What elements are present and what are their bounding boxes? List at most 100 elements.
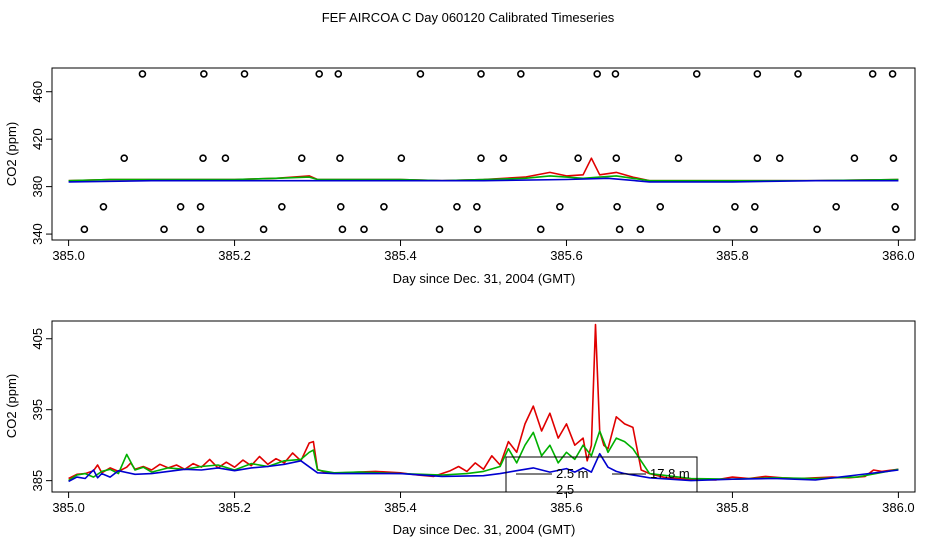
top-series-17-8-m	[68, 177, 899, 183]
bottom-y-tick-label: 405	[30, 328, 45, 350]
top-marker	[199, 154, 207, 162]
top-marker	[731, 202, 739, 211]
top-marker	[813, 225, 821, 234]
top-y-tick-label: 460	[30, 81, 45, 103]
top-marker	[221, 154, 230, 162]
top-marker	[99, 202, 108, 211]
top-marker	[176, 202, 185, 211]
top-marker	[889, 154, 898, 162]
top-marker	[200, 70, 208, 78]
top-marker	[891, 202, 899, 211]
top-marker	[338, 225, 347, 234]
top-series-group	[68, 157, 899, 183]
top-marker	[259, 225, 268, 234]
legend-label-2-5m: 2.5 m	[556, 466, 589, 481]
top-marker	[397, 154, 406, 162]
bottom-x-tick-label: 385.2	[218, 500, 251, 515]
top-marker	[517, 70, 525, 78]
top-marker	[712, 225, 721, 234]
bottom-x-axis-label: Day since Dec. 31, 2004 (GMT)	[393, 522, 576, 537]
top-marker	[138, 70, 147, 78]
top-marker-group	[80, 70, 900, 234]
top-marker	[892, 225, 900, 234]
top-marker	[611, 70, 620, 78]
top-x-tick-label: 386.0	[882, 248, 915, 263]
top-y-axis-label: CO2 (ppm)	[4, 122, 19, 186]
top-marker	[888, 70, 897, 78]
top-marker	[613, 202, 621, 211]
legend: 2.5 m 17.8 m 2.5	[505, 456, 698, 497]
top-plot-frame	[51, 67, 916, 241]
legend-extra-text: 2.5	[556, 482, 574, 497]
top-marker	[656, 202, 665, 211]
bottom-series-2-5-m	[68, 323, 899, 481]
bottom-x-tick-label: 385.8	[716, 500, 749, 515]
top-series-middle	[68, 175, 899, 182]
top-marker	[850, 154, 859, 162]
top-marker	[536, 225, 545, 234]
top-marker	[753, 70, 762, 78]
top-marker	[297, 154, 306, 162]
top-marker	[751, 202, 759, 211]
top-x-tick-label: 385.0	[52, 248, 85, 263]
top-marker	[80, 225, 89, 234]
top-marker	[477, 154, 485, 162]
bottom-panel: 385.0 385.2 385.4 385.6 385.8 386.0385395405 …	[4, 320, 916, 537]
top-marker	[692, 70, 701, 78]
top-marker	[278, 202, 286, 211]
top-marker	[612, 154, 621, 162]
top-y-tick-label: 340	[30, 223, 45, 245]
bottom-x-tick-label: 385.6	[550, 500, 583, 515]
top-y-tick-label: 380	[30, 176, 45, 198]
figure-title: FEF AIRCOA C Day 060120 Calibrated Times…	[321, 10, 615, 25]
bottom-y-tick-label: 395	[30, 399, 45, 421]
top-marker	[473, 225, 482, 234]
bottom-axes: 385.0 385.2 385.4 385.6 385.8 386.0 385 395 405	[30, 328, 915, 515]
top-marker	[473, 202, 481, 211]
bottom-y-axis-label: CO2 (ppm)	[4, 374, 19, 438]
top-marker	[574, 154, 582, 162]
top-marker	[120, 154, 128, 162]
bottom-x-tick-label: 386.0	[882, 500, 915, 515]
top-marker	[775, 154, 784, 162]
top-marker	[556, 202, 564, 211]
top-marker	[315, 70, 323, 78]
top-marker	[416, 70, 425, 78]
top-marker	[499, 154, 508, 162]
top-y-tick-label: 420	[30, 128, 45, 150]
top-marker	[240, 70, 249, 78]
top-x-axis-label: Day since Dec. 31, 2004 (GMT)	[393, 271, 576, 286]
top-marker	[750, 225, 758, 234]
top-marker	[160, 225, 168, 234]
top-marker	[868, 70, 877, 78]
top-marker	[336, 202, 345, 211]
bottom-series-group	[68, 323, 899, 483]
top-marker	[794, 70, 802, 78]
bottom-y-tick-label: 385	[30, 470, 45, 492]
top-marker	[360, 225, 368, 234]
top-marker	[832, 202, 840, 211]
top-marker	[593, 70, 601, 78]
top-x-tick-label: 385.2	[218, 248, 251, 263]
top-x-tick-label: 385.6	[550, 248, 583, 263]
bottom-x-tick-label: 385.0	[52, 500, 85, 515]
top-axes: 385.0 385.2 385.4 385.6 385.8 386.0 340 380 420 4…	[30, 81, 915, 263]
top-marker	[380, 202, 388, 211]
top-series-2-5-m	[68, 157, 899, 182]
top-marker	[336, 154, 344, 162]
bottom-series-middle	[68, 430, 899, 482]
top-marker	[453, 202, 461, 211]
legend-label-17-8m: 17.8 m	[650, 466, 690, 481]
top-x-tick-label: 385.4	[384, 248, 417, 263]
top-marker	[196, 225, 205, 234]
top-marker	[615, 225, 624, 234]
top-marker	[334, 70, 343, 78]
bottom-plot-frame	[51, 320, 916, 493]
bottom-x-tick-label: 385.4	[384, 500, 417, 515]
top-marker	[636, 225, 645, 234]
top-x-tick-label: 385.8	[716, 248, 749, 263]
top-marker	[753, 154, 762, 162]
top-marker	[435, 225, 444, 234]
top-marker	[674, 154, 683, 162]
